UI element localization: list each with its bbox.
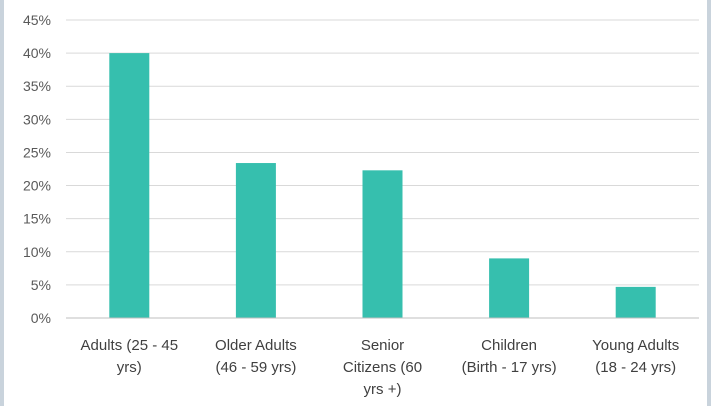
bar xyxy=(236,163,276,318)
y-tick-label: 35% xyxy=(23,78,51,94)
bar xyxy=(489,258,529,318)
y-axis-ticks: 0% 5% 10% 15% 20% 25% 30% 35% 40% 45% xyxy=(23,12,51,326)
x-tick-label: Adults (25 - 45 yrs) xyxy=(81,337,179,376)
y-tick-label: 5% xyxy=(31,277,51,293)
bar-chart: 0% 5% 10% 15% 20% 25% 30% 35% 40% 45% Adults (25 … xyxy=(4,0,707,406)
y-tick-label: 0% xyxy=(31,310,51,326)
x-tick-label: Senior Citizens (60 yrs +) xyxy=(343,337,422,398)
y-tick-label: 30% xyxy=(23,111,51,127)
bar xyxy=(363,170,403,318)
x-tick-label: Older Adults (46 - 59 yrs) xyxy=(215,337,297,376)
x-tick-label: Young Adults (18 - 24 yrs) xyxy=(592,337,679,376)
bar xyxy=(109,53,149,318)
y-tick-label: 25% xyxy=(23,144,51,160)
x-axis-labels: Adults (25 - 45 yrs) Older Adults (46 - 59 … xyxy=(81,337,680,398)
y-tick-label: 45% xyxy=(23,12,51,28)
y-tick-label: 10% xyxy=(23,244,51,260)
y-tick-label: 15% xyxy=(23,211,51,227)
y-tick-label: 40% xyxy=(23,45,51,61)
bar xyxy=(616,287,656,318)
x-tick-label: Children (Birth - 17 yrs) xyxy=(462,337,557,376)
y-tick-label: 20% xyxy=(23,178,51,194)
